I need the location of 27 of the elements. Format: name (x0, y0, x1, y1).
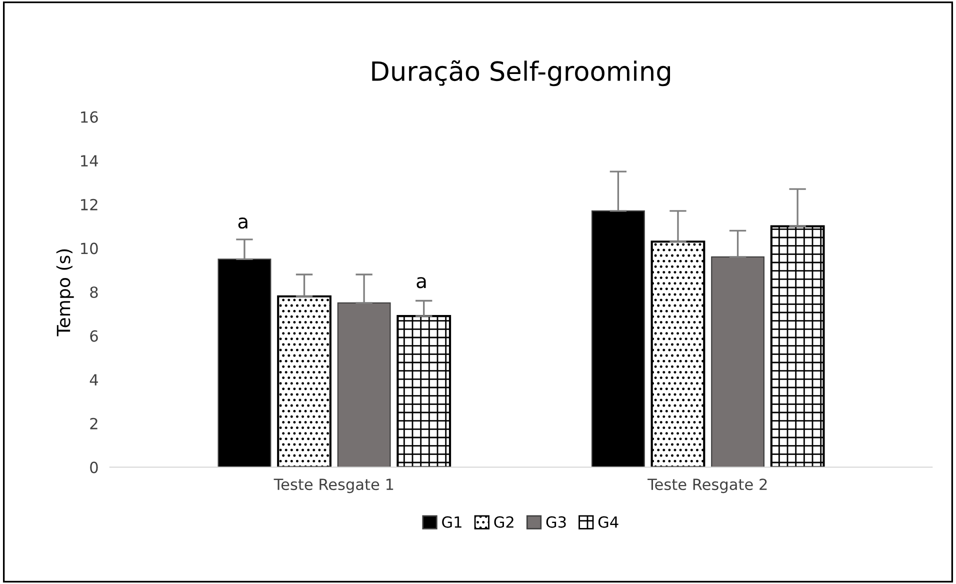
chart-title: Duração Self-grooming (372, 60, 670, 86)
y-tick-label: 2 (90, 418, 98, 430)
legend-label: G2 (494, 516, 514, 528)
legend-label: G4 (598, 516, 618, 528)
x-tick-label: Teste Resgate 1 (274, 478, 394, 494)
bar (337, 302, 391, 468)
bar (650, 240, 706, 468)
y-tick-label: 4 (90, 374, 98, 386)
y-tick-label: 0 (90, 462, 98, 474)
y-tick-label: 10 (81, 242, 98, 254)
y-tick-label: 12 (81, 198, 98, 210)
y-tick-label: 8 (90, 286, 98, 298)
bar (711, 256, 764, 468)
x-tick-label: Teste Resgate 2 (648, 478, 767, 494)
y-tick-label: 16 (81, 111, 98, 123)
annotation: a (416, 277, 426, 288)
bar (277, 295, 332, 468)
y-tick-label: 6 (90, 330, 98, 342)
y-axis-title: Tempo (s) (56, 249, 74, 336)
bar (591, 210, 645, 468)
legend-label: G3 (546, 516, 566, 528)
y-tick-label: 14 (81, 155, 98, 166)
legend-label: G1 (442, 516, 462, 528)
bar (396, 315, 452, 468)
annotation: a (238, 218, 248, 229)
bar (770, 225, 825, 468)
bar (218, 258, 272, 468)
